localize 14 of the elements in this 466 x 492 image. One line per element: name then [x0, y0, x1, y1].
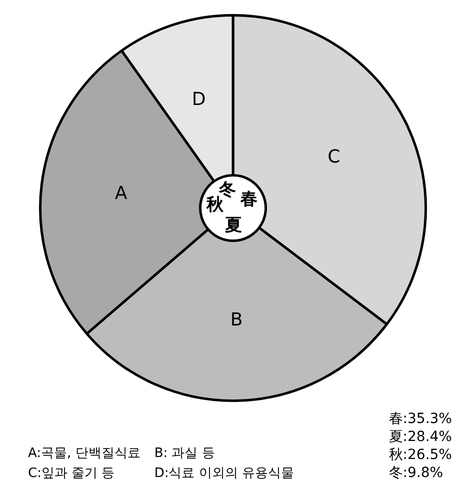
text: D:식료 이외의 유용식물	[154, 465, 294, 482]
category-label: 冬:9.8%	[388, 465, 444, 481]
text: B	[230, 309, 243, 330]
text: C	[328, 146, 340, 168]
text: A	[114, 182, 128, 204]
slice-label: 夏	[224, 215, 242, 236]
text: B: 과실 등	[154, 445, 216, 462]
slice-label: 春	[240, 189, 258, 210]
text: A:곡물, 단백질식료	[28, 445, 140, 462]
category-label: 夏:28.4%	[388, 429, 452, 445]
text: D	[192, 89, 206, 110]
category-label: 秋:26.5%	[388, 447, 452, 463]
category-label: 春:35.3%	[388, 411, 452, 427]
text: C:잎과 줄기 등	[28, 465, 116, 482]
